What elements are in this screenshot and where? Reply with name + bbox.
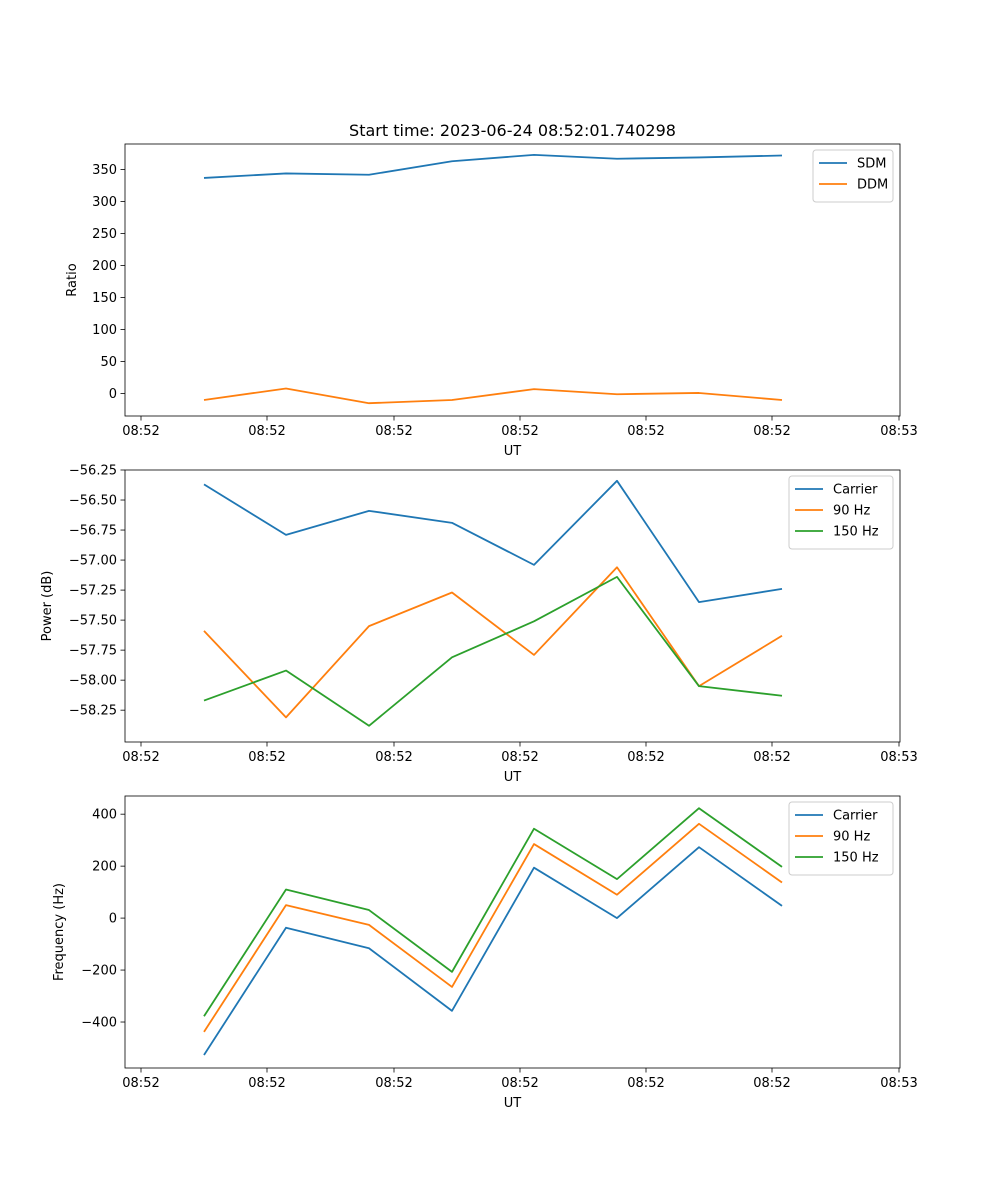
plot-frame bbox=[124, 143, 901, 417]
y-tick-label: 200 bbox=[92, 259, 117, 274]
x-tick-label: 08:52 bbox=[501, 424, 538, 439]
series-line-carrier bbox=[203, 479, 783, 603]
legend: Carrier 90 Hz 150 Hz bbox=[788, 801, 894, 876]
x-tick-label: 08:53 bbox=[880, 1076, 917, 1091]
plot-frame bbox=[124, 795, 901, 1069]
y-tick-label: −56.25 bbox=[69, 464, 117, 479]
x-tick-label: 08:52 bbox=[753, 424, 790, 439]
y-tick-label: −56.75 bbox=[69, 524, 117, 539]
legend: Carrier 90 Hz 150 Hz bbox=[788, 475, 894, 550]
y-tick-label: 100 bbox=[92, 323, 117, 338]
y-tick-label: −58.25 bbox=[69, 704, 117, 719]
y-tick-label: 250 bbox=[92, 227, 117, 242]
y-axis-label: Power (dB) bbox=[40, 571, 55, 642]
series-line-150-hz bbox=[203, 575, 783, 727]
y-tick-label: 150 bbox=[92, 291, 117, 306]
x-tick-label: 08:53 bbox=[880, 750, 917, 765]
x-tick-label: 08:52 bbox=[248, 1076, 285, 1091]
series-line-150-hz bbox=[203, 807, 783, 1017]
y-tick-label: −58.00 bbox=[69, 674, 117, 689]
y-tick-label: −57.50 bbox=[69, 614, 117, 629]
x-tick-label: 08:52 bbox=[375, 1076, 412, 1091]
x-tick-label: 08:52 bbox=[627, 1076, 664, 1091]
x-tick-label: 08:52 bbox=[501, 750, 538, 765]
x-tick-label: 08:52 bbox=[375, 424, 412, 439]
x-tick-label: 08:52 bbox=[501, 1076, 538, 1091]
y-tick-label: 400 bbox=[92, 808, 117, 823]
y-tick-label: 0 bbox=[109, 387, 117, 402]
y-tick-label: 50 bbox=[100, 355, 117, 370]
y-axis-label: Ratio bbox=[65, 263, 80, 296]
legend-label: Carrier bbox=[833, 483, 878, 498]
y-tick-label: −200 bbox=[81, 964, 117, 979]
x-tick-label: 08:52 bbox=[122, 750, 159, 765]
x-tick-label: 08:52 bbox=[248, 424, 285, 439]
series-line-carrier bbox=[203, 846, 783, 1056]
y-axis-label: Frequency (Hz) bbox=[52, 883, 67, 981]
chart-title: Start time: 2023-06-24 08:52:01.740298 bbox=[349, 121, 676, 140]
legend: SDM DDM bbox=[812, 149, 894, 203]
legend-label: Carrier bbox=[833, 809, 878, 824]
y-tick-label: −400 bbox=[81, 1016, 117, 1031]
legend-label: DDM bbox=[857, 178, 888, 193]
series-line-90-hz bbox=[203, 822, 783, 1033]
y-tick-label: 300 bbox=[92, 195, 117, 210]
y-tick-label: −57.00 bbox=[69, 554, 117, 569]
x-tick-label: 08:53 bbox=[880, 424, 917, 439]
y-tick-label: −57.25 bbox=[69, 584, 117, 599]
x-tick-label: 08:52 bbox=[753, 1076, 790, 1091]
legend-label: 90 Hz bbox=[833, 504, 870, 519]
x-tick-label: 08:52 bbox=[122, 424, 159, 439]
x-tick-label: 08:52 bbox=[753, 750, 790, 765]
legend-label: 150 Hz bbox=[833, 851, 879, 866]
x-tick-label: 08:52 bbox=[122, 1076, 159, 1091]
legend-label: SDM bbox=[857, 157, 886, 172]
x-axis-label: UT bbox=[504, 770, 522, 785]
plot-frame bbox=[124, 469, 901, 743]
x-tick-label: 08:52 bbox=[627, 750, 664, 765]
legend-label: 150 Hz bbox=[833, 525, 879, 540]
x-axis-label: UT bbox=[504, 1096, 522, 1111]
y-tick-label: 350 bbox=[92, 163, 117, 178]
chart-panel-1: 08:52 08:52 08:52 08:52 08:52 08:52 08:53 0 50 10… bbox=[65, 121, 918, 459]
series-line-90-hz bbox=[203, 566, 783, 719]
y-tick-label: 0 bbox=[109, 912, 117, 927]
x-axis-label: UT bbox=[504, 444, 522, 459]
x-tick-label: 08:52 bbox=[627, 424, 664, 439]
legend-label: 90 Hz bbox=[833, 830, 870, 845]
y-tick-label: 200 bbox=[92, 860, 117, 875]
series-line-ddm bbox=[203, 387, 783, 405]
x-tick-label: 08:52 bbox=[248, 750, 285, 765]
x-tick-label: 08:52 bbox=[375, 750, 412, 765]
chart-panel-3: 08:52 08:52 08:52 08:52 08:52 08:52 08:53 −400 −… bbox=[52, 795, 918, 1111]
series-line-sdm bbox=[203, 153, 783, 179]
chart-panel-2: 08:52 08:52 08:52 08:52 08:52 08:52 08:53 −58.2… bbox=[40, 464, 918, 786]
y-tick-label: −56.50 bbox=[69, 494, 117, 509]
y-tick-label: −57.75 bbox=[69, 644, 117, 659]
